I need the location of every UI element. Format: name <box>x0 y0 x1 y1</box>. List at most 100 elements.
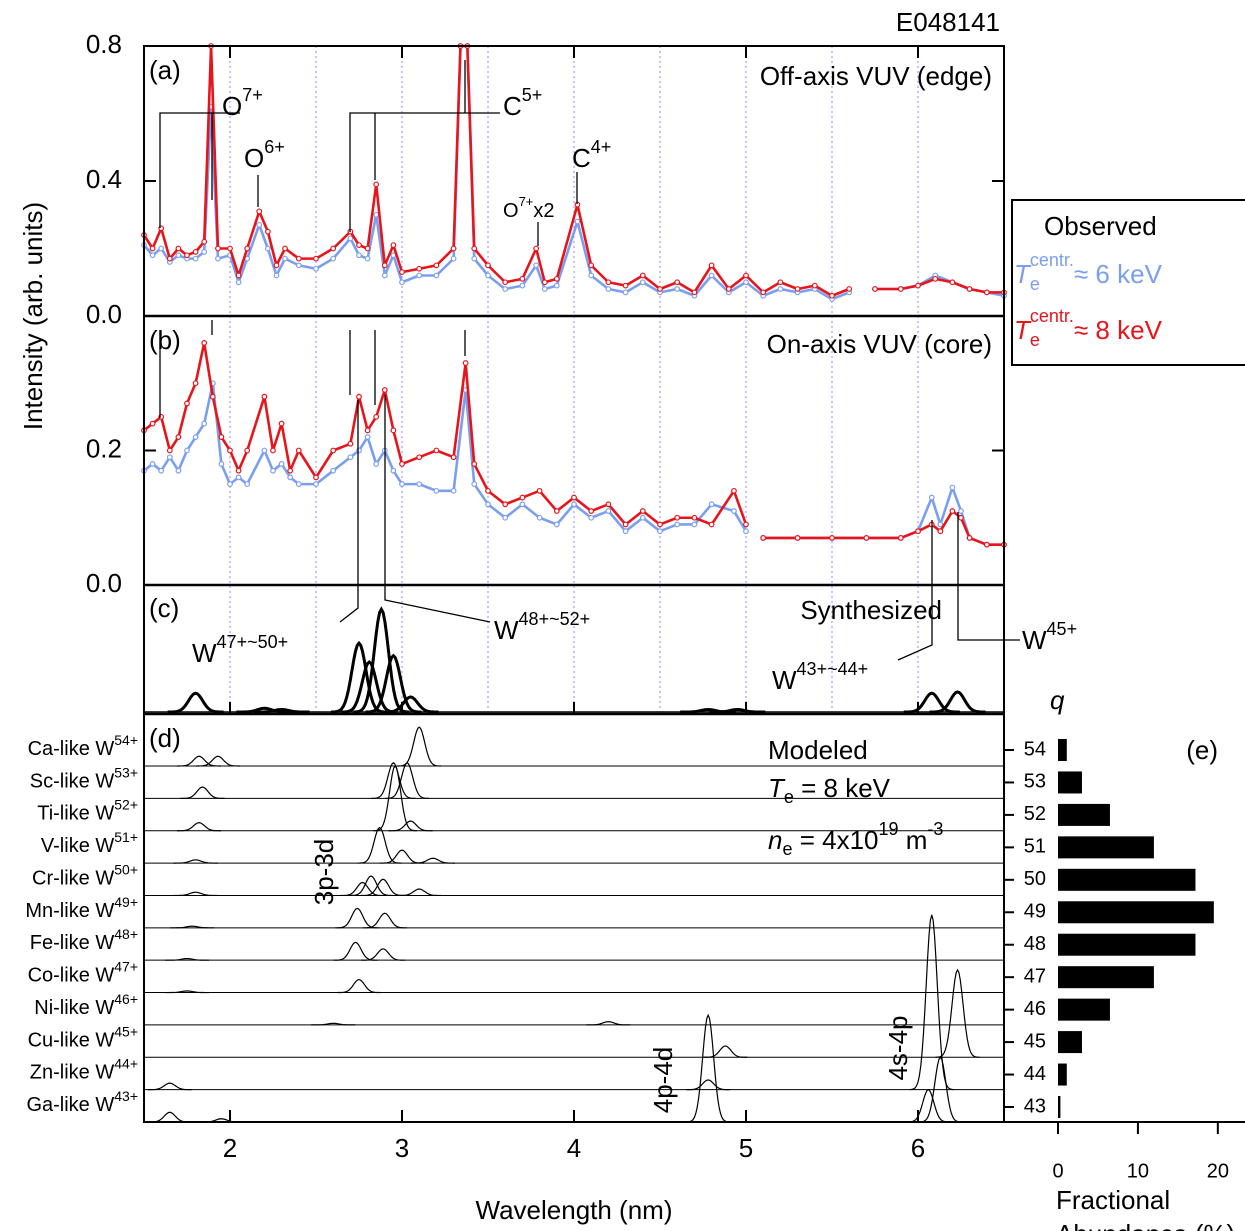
series-marker <box>588 262 595 269</box>
e-y-tick-label: 49 <box>1024 901 1046 923</box>
series-marker <box>536 514 543 521</box>
row-label: Sc-like W53+ <box>30 764 138 793</box>
series-marker <box>373 413 380 420</box>
series-marker <box>829 292 835 299</box>
series-marker <box>364 427 371 434</box>
legend-entry: Te centr.≈ 6 keV <box>1014 250 1163 294</box>
series-marker <box>201 340 208 346</box>
series-marker <box>244 245 251 252</box>
series-marker <box>536 487 543 494</box>
series-marker <box>553 508 560 514</box>
series-marker <box>201 238 208 245</box>
panel-label: (a) <box>149 55 181 85</box>
series-marker <box>192 434 199 440</box>
series-marker <box>390 427 397 434</box>
series-marker <box>278 461 285 467</box>
series-marker <box>330 467 337 474</box>
peak <box>929 690 986 714</box>
series-marker <box>777 286 784 292</box>
series-marker <box>287 467 294 474</box>
series-marker <box>485 487 491 494</box>
series-marker <box>261 447 268 454</box>
series-marker <box>149 252 156 259</box>
bar <box>1058 933 1196 956</box>
annotation: C5+ <box>503 85 542 121</box>
series-marker <box>502 514 509 521</box>
row-label: Cr-like W50+ <box>32 861 138 890</box>
series-marker <box>295 447 302 454</box>
transition-label: 3p-3d <box>309 839 339 906</box>
row-label: Ni-like W46+ <box>34 991 138 1020</box>
ann-sup: 4+ <box>591 137 612 157</box>
grid <box>229 46 919 714</box>
series-marker <box>149 420 156 427</box>
y-tick-label: 0.8 <box>86 29 122 59</box>
series-marker <box>674 514 681 521</box>
peak <box>335 907 380 929</box>
series-marker <box>295 262 302 269</box>
series-marker <box>639 272 646 279</box>
series-marker <box>588 514 595 521</box>
peak <box>173 859 218 864</box>
series-marker <box>282 245 288 252</box>
series-marker <box>184 400 190 407</box>
row-label: Zn-like W44+ <box>30 1055 138 1084</box>
ann-base: O <box>244 143 264 173</box>
peak <box>177 822 222 832</box>
series-marker <box>450 487 457 494</box>
series-marker <box>273 262 280 269</box>
series-marker <box>433 262 440 269</box>
series-marker <box>347 235 354 242</box>
series-marker <box>872 286 878 292</box>
peak <box>165 957 209 961</box>
series-marker <box>264 228 271 235</box>
series-marker <box>829 535 835 541</box>
series-marker <box>639 279 646 286</box>
param-text: = 4x10 <box>792 825 878 855</box>
peak <box>173 891 218 897</box>
series-marker <box>932 275 939 282</box>
series-marker <box>184 447 190 454</box>
series-marker <box>937 528 944 535</box>
ann-sup: 47+~50+ <box>217 632 289 652</box>
series-marker <box>863 535 870 541</box>
row-sup: 51+ <box>114 829 138 845</box>
bar <box>1058 868 1196 891</box>
series-marker <box>381 272 388 279</box>
y-tick-label: 0.0 <box>86 568 122 598</box>
peak <box>311 1022 356 1026</box>
legend-symbol: T <box>1014 259 1032 289</box>
series-marker <box>571 501 577 508</box>
e-x-label: Fractional <box>1056 1185 1170 1215</box>
series-marker <box>330 255 337 262</box>
series-marker <box>462 360 469 366</box>
row-name: Mn-like W <box>25 900 114 922</box>
param-symbol: T <box>768 773 786 803</box>
series-marker <box>244 481 251 488</box>
series-marker <box>958 514 964 521</box>
ann-base: O <box>503 200 519 222</box>
series-marker <box>347 440 354 447</box>
row-name: V-like W <box>41 835 114 857</box>
series-marker <box>364 245 371 252</box>
annotation: W47+~50+ <box>192 632 288 668</box>
row-sup: 47+ <box>114 958 138 974</box>
series-marker <box>158 245 165 252</box>
series-marker <box>743 521 749 528</box>
x-tick-label: 3 <box>395 1133 409 1163</box>
series-marker <box>691 521 698 528</box>
e-x-tick-label: 20 <box>1207 1160 1229 1182</box>
series-marker <box>519 282 526 289</box>
series-marker <box>657 286 663 292</box>
series-marker <box>949 279 956 286</box>
series-marker <box>158 467 165 474</box>
row-name: Cr-like W <box>32 868 114 890</box>
series-marker <box>811 282 818 289</box>
series-marker <box>235 279 242 286</box>
series-marker <box>416 454 423 461</box>
series-marker <box>471 255 478 262</box>
series-marker <box>416 481 423 488</box>
series-marker <box>209 393 216 400</box>
peak <box>371 761 416 799</box>
series-marker <box>373 211 380 218</box>
